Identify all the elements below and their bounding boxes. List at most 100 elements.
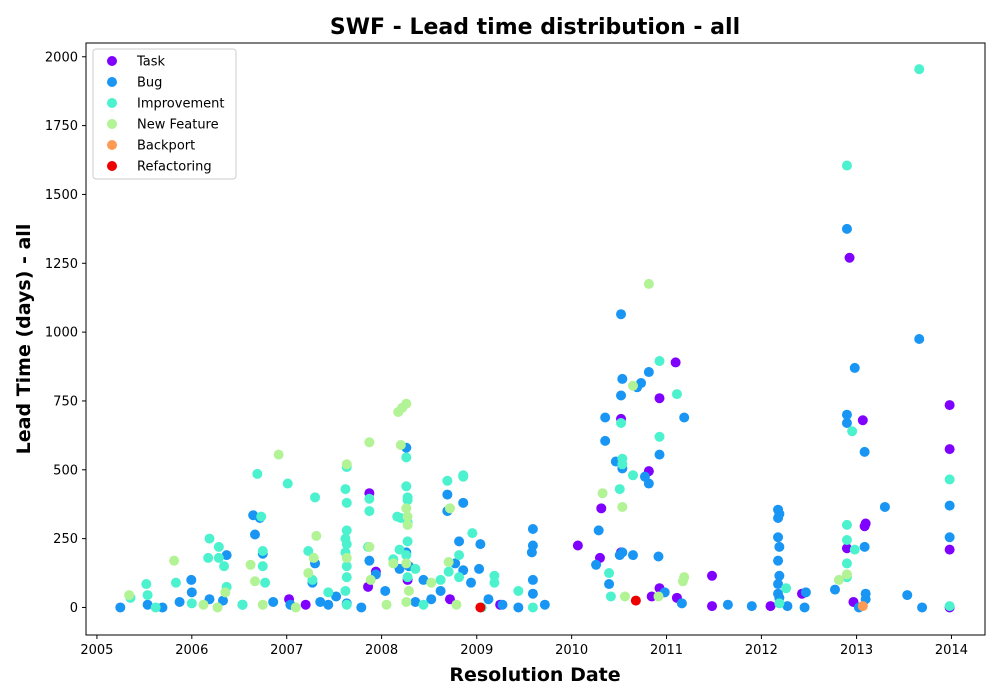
point-improvement — [614, 484, 625, 495]
x-tick-label: 2011 — [650, 643, 683, 658]
point-bug — [849, 362, 860, 373]
point-improvement — [527, 602, 538, 613]
y-tick-label: 2000 — [45, 50, 78, 65]
point-improvement — [364, 493, 375, 504]
legend-marker-refactoring — [107, 161, 117, 171]
point-improvement — [849, 544, 860, 555]
point-improvement — [841, 519, 852, 530]
legend-label-improvement: Improvement — [137, 97, 224, 112]
point-improvement — [617, 459, 628, 470]
point-improvement — [303, 546, 314, 557]
point-new-feature — [597, 488, 608, 499]
point-new-feature — [444, 503, 455, 514]
point-refactoring — [630, 595, 641, 606]
point-improvement — [204, 533, 215, 544]
point-new-feature — [308, 552, 319, 563]
point-improvement — [435, 574, 446, 585]
point-new-feature — [365, 574, 376, 585]
point-bug — [917, 602, 928, 613]
point-improvement — [914, 64, 925, 75]
point-bug — [617, 373, 628, 384]
legend-label-bug: Bug — [137, 76, 162, 91]
point-bug — [527, 588, 538, 599]
point-task — [707, 601, 718, 612]
point-new-feature — [212, 602, 223, 613]
point-new-feature — [401, 596, 412, 607]
point-new-feature — [273, 449, 284, 460]
point-bug — [218, 595, 229, 606]
point-new-feature — [303, 568, 314, 579]
y-tick-label: 1250 — [45, 257, 78, 272]
point-bug — [418, 574, 429, 585]
point-improvement — [341, 497, 352, 508]
point-bug — [627, 550, 638, 561]
point-task — [944, 444, 955, 455]
plot-frame — [85, 42, 986, 636]
point-bug — [841, 417, 852, 428]
point-new-feature — [341, 552, 352, 563]
point-new-feature — [245, 559, 256, 570]
point-backport — [857, 601, 868, 612]
point-bug — [591, 559, 602, 570]
legend: Task Bug Improvement New Feature Backport Ref… — [92, 48, 237, 180]
point-bug — [458, 497, 469, 508]
point-bug — [653, 551, 664, 562]
point-bug — [859, 541, 870, 552]
point-bug — [944, 532, 955, 543]
x-axis: 2005 2006 2007 2008 2009 2010 2011 2012 2013 2014 — [80, 635, 968, 658]
point-bug — [800, 587, 811, 598]
point-bug — [442, 489, 453, 500]
legend-label-refactoring: Refactoring — [137, 160, 212, 175]
point-task — [841, 543, 852, 554]
point-improvement — [256, 511, 267, 522]
point-improvement — [402, 536, 413, 547]
plot-points — [115, 64, 955, 613]
point-bug — [186, 574, 197, 585]
chart-title: SWF - Lead time distribution - all — [330, 15, 740, 40]
point-new-feature — [653, 591, 664, 602]
point-improvement — [410, 563, 421, 574]
point-improvement — [401, 452, 412, 463]
point-bug — [773, 555, 784, 566]
point-task — [944, 400, 955, 411]
point-bug — [356, 602, 367, 613]
point-new-feature — [402, 511, 413, 522]
point-improvement — [213, 541, 224, 552]
point-new-feature — [388, 558, 399, 569]
point-bug — [654, 449, 665, 460]
point-improvement — [442, 475, 453, 486]
point-bug — [115, 602, 126, 613]
point-improvement — [418, 599, 429, 610]
point-new-feature — [617, 501, 628, 512]
point-improvement — [310, 492, 321, 503]
point-bug — [774, 570, 785, 581]
point-bug — [593, 525, 604, 536]
point-improvement — [944, 601, 955, 612]
point-improvement — [774, 598, 785, 609]
point-improvement — [454, 572, 465, 583]
point-bug — [604, 579, 615, 590]
point-bug — [380, 585, 391, 596]
point-bug — [782, 601, 793, 612]
point-improvement — [944, 474, 955, 485]
point-bug — [527, 574, 538, 585]
point-improvement — [401, 481, 412, 492]
point-improvement — [219, 561, 230, 572]
point-new-feature — [443, 557, 454, 568]
point-improvement — [489, 570, 500, 581]
point-improvement — [260, 577, 271, 588]
point-new-feature — [381, 599, 392, 610]
point-new-feature — [249, 576, 260, 587]
y-tick-label: 1000 — [45, 326, 78, 341]
legend-box — [92, 48, 237, 180]
point-improvement — [654, 356, 665, 367]
point-new-feature — [841, 569, 852, 580]
point-improvement — [341, 539, 352, 550]
point-improvement — [150, 602, 161, 613]
x-tick-label: 2008 — [365, 643, 398, 658]
point-improvement — [847, 426, 858, 437]
point-bug — [142, 599, 153, 610]
point-bug — [616, 390, 627, 401]
point-bug — [174, 596, 185, 607]
